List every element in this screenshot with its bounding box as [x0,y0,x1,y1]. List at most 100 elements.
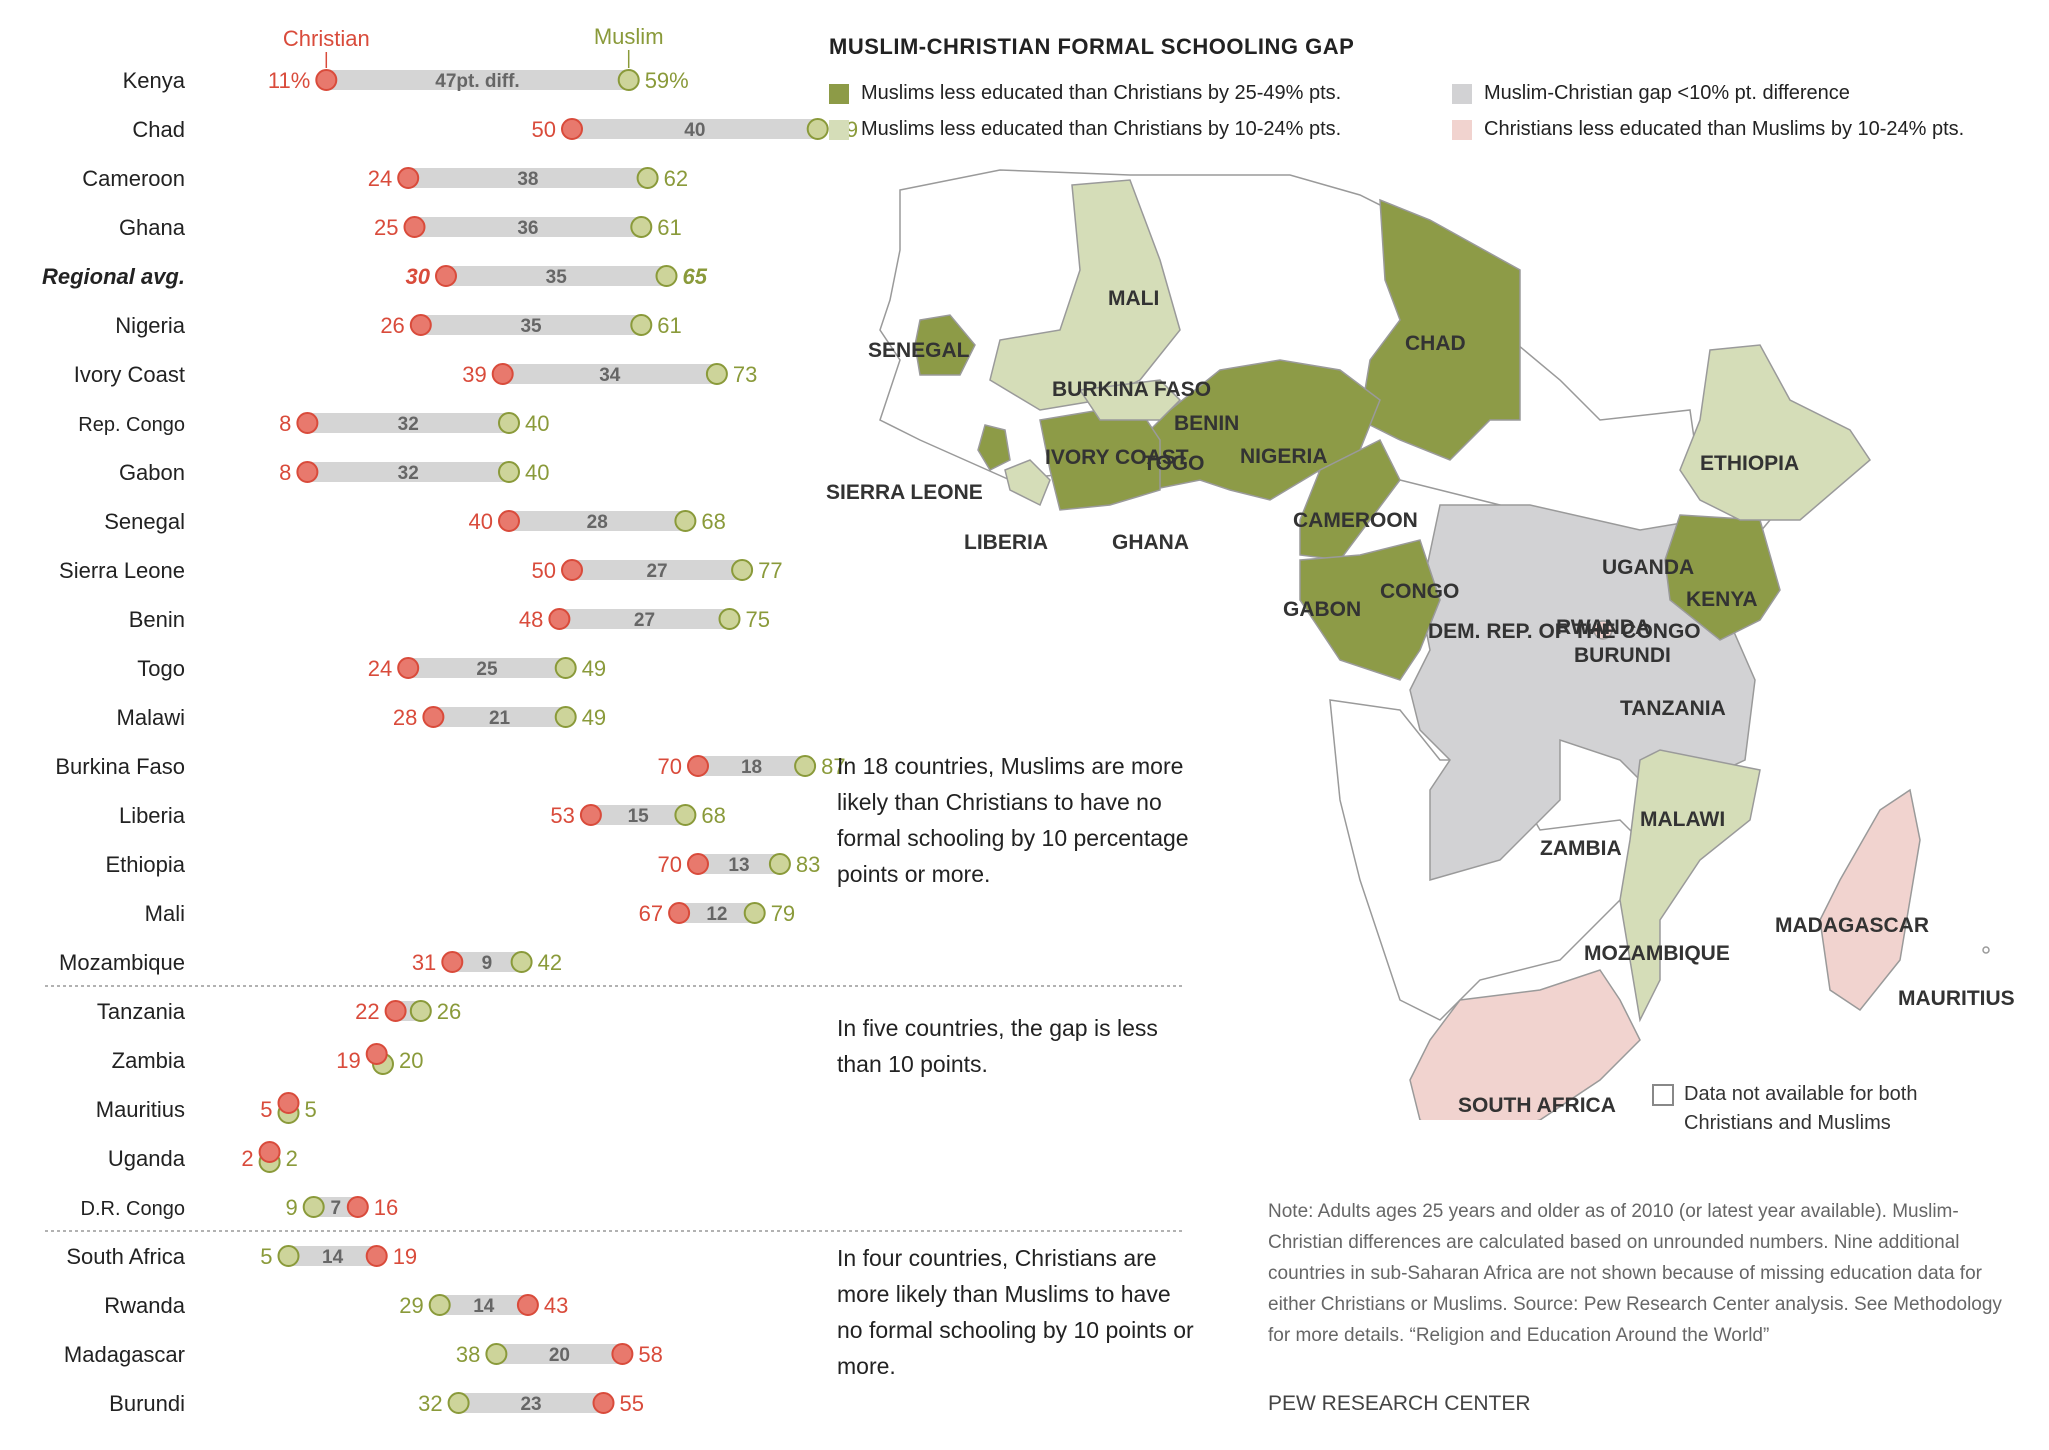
muslim-value: 68 [701,509,725,534]
muslim-point [768,853,791,875]
credit: PEW RESEARCH CENTER [1268,1392,1531,1415]
map-senegal [914,314,976,376]
gap-bar [313,1197,358,1217]
christian-value: 70 [658,754,682,779]
gap-bar [572,560,743,580]
map-label: NIGERIA [1240,445,1328,468]
christian-value: 70 [658,852,682,877]
christian-point [611,1343,634,1365]
row-label: Rep. Congo [78,414,185,436]
muslim-value: 40 [525,460,549,485]
muslim-value: 65 [683,264,708,289]
map-label: BENIN [1174,412,1239,435]
muslim-point [554,706,577,728]
muslim-value: 40 [525,411,549,436]
christian-value: 19 [336,1048,360,1073]
gap-label: 27 [646,561,667,582]
legend-label: Muslims less educated than Christians by… [861,82,1342,104]
row-label: Kenya [123,68,186,93]
muslim-point [498,412,520,434]
muslim-value: 38 [456,1342,480,1367]
gap-label: 35 [546,267,568,288]
map-sierra-leone [977,424,1011,471]
christian-point [422,706,445,728]
legend-swatch [1452,119,1472,140]
legend-label: Muslims less educated than Christians by… [861,118,1342,140]
gap-bar [452,952,522,972]
row-label: Liberia [119,803,186,828]
row-label: Burkina Faso [55,754,185,779]
map-label: MALAWI [1640,808,1725,831]
muslim-point [731,559,754,581]
muslim-value: 83 [796,852,820,877]
gap-bar [408,658,566,678]
christian-value: 28 [393,705,417,730]
muslim-value: 73 [733,362,757,387]
map-label: ZAMBIA [1540,837,1622,860]
christian-value: 19 [393,1244,417,1269]
gap-label: 14 [322,1247,344,1268]
muslim-point [705,363,728,385]
map-label: IVORY COAST [1045,446,1189,469]
gap-bar [509,511,686,531]
gap-label: 40 [684,120,705,141]
map-label: BURKINA FASO [1052,378,1211,401]
gap-bar [679,903,755,923]
row-label: Senegal [104,509,185,534]
map-malawi-mozambique [1619,749,1761,1023]
map-label: GHANA [1112,531,1189,554]
map-chad [1359,198,1521,461]
muslim-point [277,1245,300,1267]
map-label: BURUNDI [1574,644,1671,667]
chart-title: MUSLIM-CHRISTIAN FORMAL SCHOOLING GAP [829,34,1355,59]
map-label-drc-part: DEM. REP. OF THE CONGO [1428,620,1701,643]
gap-bar [572,119,818,139]
muslim-point [498,461,520,483]
map-burkina-faso [1078,379,1182,421]
gap-bar [458,1393,604,1413]
map-label: MOZAMBIQUE [1584,942,1730,965]
map-south-africa [1409,969,1641,1120]
row-label: Madagascar [64,1342,185,1367]
gap-label: 32 [398,414,419,435]
christian-value: 16 [374,1195,398,1220]
christian-point [296,461,319,483]
christian-point [516,1294,539,1316]
christian-point [384,1000,407,1022]
muslim-point [630,216,653,238]
muslim-value: 62 [664,166,688,191]
muslim-point [636,167,659,189]
gap-label: 14 [473,1296,495,1317]
legend-item: Muslim-Christian gap <10% pt. difference [1452,82,2032,105]
muslim-point [302,1196,325,1218]
christian-value: 50 [532,558,556,583]
muslim-point [674,804,697,826]
christian-point [561,118,583,140]
row-label: Chad [132,117,185,142]
row-label: Mauritius [96,1097,185,1122]
muslim-point [655,265,678,287]
christian-point [397,167,420,189]
christian-point [277,1092,300,1114]
map-label: SIERRA LEONE [826,481,983,504]
legend-label: Muslim-Christian gap <10% pt. difference [1484,82,1850,104]
row-label: D.R. Congo [81,1198,186,1220]
gap-label: 27 [634,610,655,631]
legend-swatch [1452,83,1472,104]
map-ethiopia [1679,344,1871,521]
map-label: RWANDA [1556,616,1650,639]
map-label: GABON [1283,598,1361,621]
gap-label: 25 [476,659,498,680]
muslim-value: 29 [399,1293,423,1318]
legend-swatch [829,83,849,104]
christian-point [296,412,319,434]
gap-label: 18 [741,757,762,778]
gap-bar [698,854,780,874]
muslim-value: 59% [645,68,689,93]
row-label: Malawi [117,705,185,730]
christian-point [346,1196,369,1218]
gap-label: 20 [549,1345,570,1366]
map-cameroon [1299,438,1401,561]
gap-bar [414,217,642,237]
row-label: Burundi [109,1391,185,1416]
